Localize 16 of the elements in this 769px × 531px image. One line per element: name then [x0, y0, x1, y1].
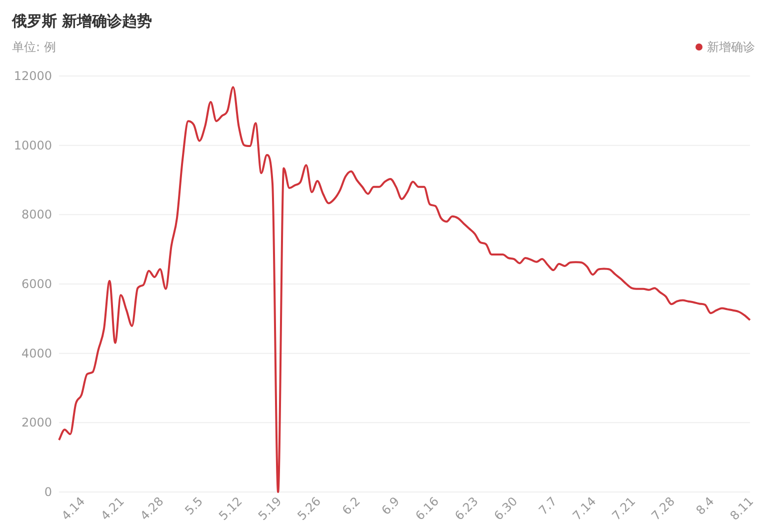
- y-axis-title: 单位: 例: [12, 40, 56, 54]
- y-tick-label: 4000: [21, 346, 52, 360]
- y-tick-label: 8000: [21, 208, 52, 222]
- legend-label: 新增确诊: [707, 40, 755, 54]
- line-series: [58, 86, 751, 493]
- y-tick-label: 12000: [14, 69, 52, 83]
- x-tick-label: 5.5: [182, 494, 206, 518]
- y-tick-label: 6000: [21, 277, 52, 291]
- y-tick-label: 2000: [21, 416, 52, 430]
- x-tick-label: 7.7: [536, 494, 560, 518]
- chart-title: 俄罗斯 新增确诊趋势: [11, 12, 152, 30]
- y-tick-label: 0: [44, 485, 52, 499]
- y-tick-label: 10000: [14, 138, 52, 152]
- x-tick-label: 6.9: [378, 494, 402, 518]
- x-tick-label: 6.2: [339, 494, 363, 518]
- x-tick-label: 8.4: [693, 494, 717, 518]
